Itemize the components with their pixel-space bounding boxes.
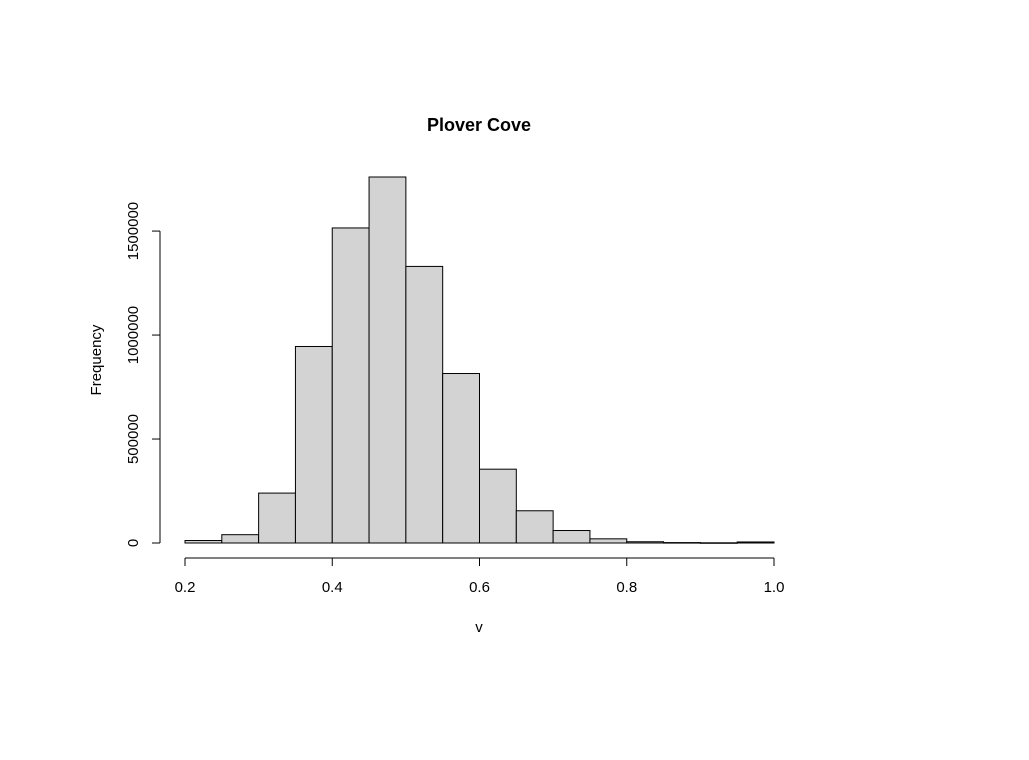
x-tick-label: 0.6: [469, 579, 490, 596]
x-tick-label: 0.8: [616, 579, 637, 596]
y-tick-label: 1500000: [125, 202, 142, 260]
histogram-bar: [552, 530, 591, 544]
histogram-bar: [736, 541, 775, 544]
y-axis-label: Frequency: [88, 324, 105, 395]
x-axis-label: v: [475, 619, 483, 636]
x-tick-label: 0.2: [175, 579, 196, 596]
histogram-bar: [331, 227, 370, 544]
histogram-bar: [589, 538, 628, 544]
y-tick-label: 1000000: [125, 306, 142, 364]
histogram-bar: [221, 534, 260, 544]
histogram-bar: [663, 542, 701, 544]
chart-title: Plover Cove: [427, 115, 531, 135]
histogram-bar: [184, 540, 223, 544]
histogram-bar: [368, 176, 407, 544]
x-tick-label: 0.4: [322, 579, 343, 596]
histogram-bar: [258, 492, 296, 544]
histogram-bar: [405, 265, 444, 544]
x-tick-label: 1.0: [764, 579, 785, 596]
histogram-bar: [699, 542, 738, 544]
x-axis: 0.2 0.4 0.6 0.8 1.0: [175, 557, 785, 596]
histogram-bar: [294, 345, 333, 544]
y-axis: 0 500000 1000000 1500000: [125, 202, 161, 547]
y-tick-label: 0: [125, 539, 142, 547]
histogram-bars: [184, 176, 775, 544]
histogram-bar: [479, 468, 517, 544]
histogram-bar: [515, 510, 554, 544]
histogram-bar: [442, 373, 480, 544]
y-tick-label: 500000: [125, 414, 142, 464]
histogram-bar: [626, 541, 665, 544]
